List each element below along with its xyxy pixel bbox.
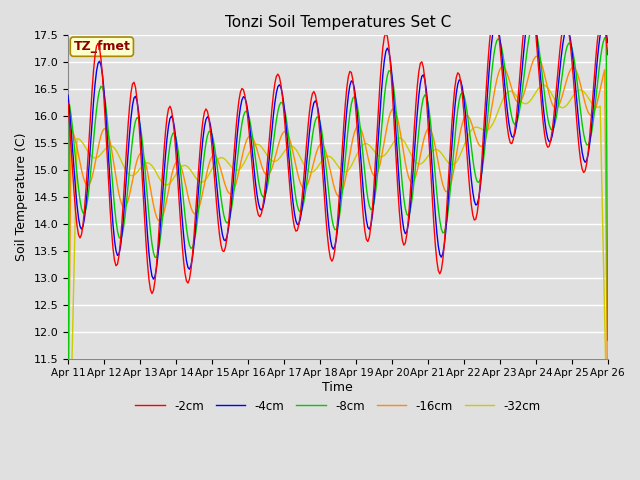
- -2cm: [604, 52, 612, 58]
- -4cm: [541, 118, 548, 123]
- -8cm: [604, 337, 612, 343]
- -2cm: [166, 103, 174, 109]
- -4cm: [403, 229, 411, 235]
- -16cm: [164, 188, 172, 194]
- -16cm: [390, 106, 397, 112]
- -16cm: [64, 452, 72, 458]
- -4cm: [150, 276, 157, 282]
- -2cm: [148, 291, 156, 297]
- -2cm: [541, 132, 548, 138]
- -8cm: [540, 81, 547, 87]
- X-axis label: Time: Time: [323, 381, 353, 394]
- -16cm: [604, 414, 612, 420]
- -4cm: [604, 40, 612, 46]
- Line: -8cm: -8cm: [68, 25, 608, 382]
- -4cm: [166, 116, 174, 121]
- -16cm: [371, 173, 379, 179]
- -16cm: [533, 53, 541, 59]
- Line: -2cm: -2cm: [68, 0, 608, 294]
- -8cm: [164, 154, 172, 159]
- Line: -4cm: -4cm: [68, 6, 608, 279]
- -8cm: [529, 23, 536, 28]
- -4cm: [373, 158, 381, 164]
- -32cm: [371, 150, 379, 156]
- -4cm: [527, 3, 535, 9]
- -2cm: [403, 231, 411, 237]
- -32cm: [604, 457, 612, 463]
- Line: -16cm: -16cm: [68, 56, 608, 455]
- -32cm: [538, 83, 545, 88]
- -4cm: [79, 223, 87, 229]
- -32cm: [79, 141, 87, 146]
- -4cm: [391, 112, 399, 118]
- -4cm: [64, 92, 72, 98]
- -16cm: [540, 67, 547, 72]
- Title: Tonzi Soil Temperatures Set C: Tonzi Soil Temperatures Set C: [225, 15, 451, 30]
- -8cm: [401, 205, 409, 211]
- -16cm: [79, 173, 87, 179]
- -8cm: [64, 379, 72, 385]
- -2cm: [79, 222, 87, 228]
- Text: TZ_fmet: TZ_fmet: [74, 40, 131, 53]
- -32cm: [540, 82, 547, 88]
- -2cm: [64, 100, 72, 106]
- -2cm: [391, 133, 399, 139]
- Line: -32cm: -32cm: [68, 85, 608, 480]
- Y-axis label: Soil Temperature (C): Soil Temperature (C): [15, 132, 28, 261]
- -32cm: [390, 140, 397, 145]
- -2cm: [373, 134, 381, 140]
- -32cm: [164, 181, 172, 187]
- -32cm: [401, 140, 409, 146]
- -8cm: [79, 210, 87, 216]
- -8cm: [371, 192, 379, 197]
- -16cm: [401, 159, 409, 165]
- -8cm: [390, 82, 397, 88]
- Legend: -2cm, -4cm, -8cm, -16cm, -32cm: -2cm, -4cm, -8cm, -16cm, -32cm: [131, 395, 545, 417]
